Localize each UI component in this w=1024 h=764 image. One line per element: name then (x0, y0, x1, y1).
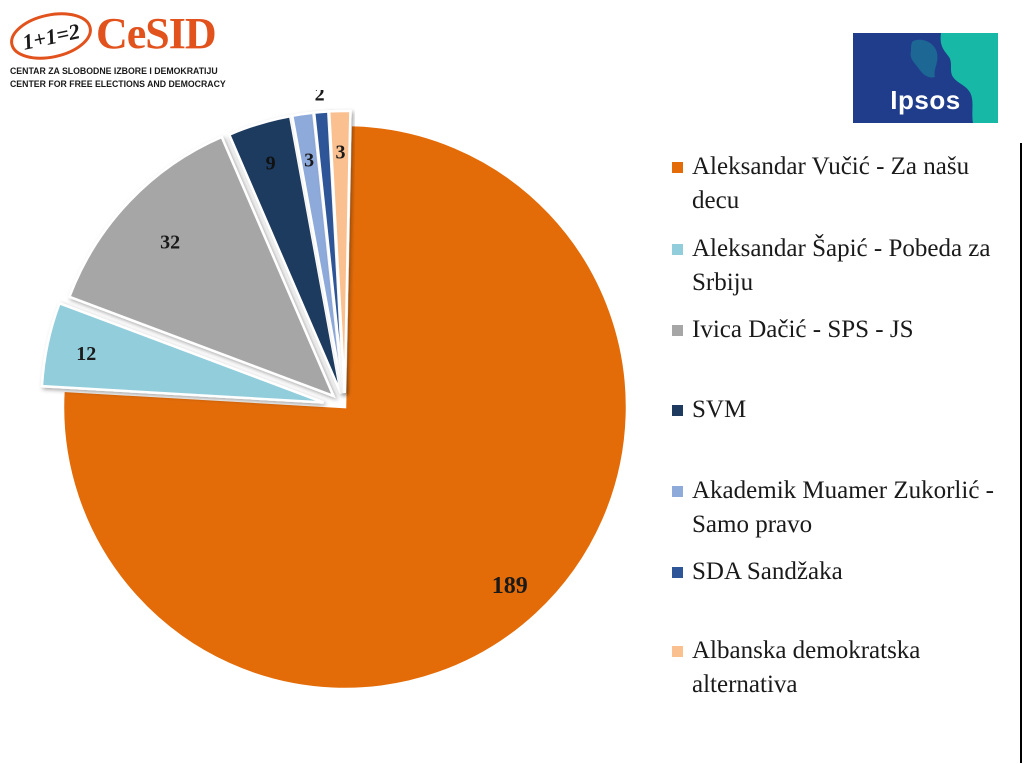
slice-value-label: 2 (315, 90, 325, 105)
slice-value-label: 12 (76, 343, 96, 365)
slice-value-label: 3 (304, 150, 314, 172)
legend-label: Aleksandar Šapić - Pobeda za Srbiju (692, 235, 991, 296)
legend-swatch (672, 244, 683, 255)
legend-label: Albanska demokratska alternativa (692, 637, 921, 698)
ipsos-logo: Ipsos (853, 33, 998, 123)
pie-slice (327, 109, 352, 394)
legend-swatch (672, 325, 683, 336)
cesid-badge-icon: 1+1=2 (10, 12, 92, 60)
cesid-logo: 1+1=2 CeSID CENTAR ZA SLOBODNE IZBORE I … (4, 6, 226, 96)
slice-value-label: 9 (266, 152, 276, 174)
legend-swatch (672, 486, 683, 497)
legend-label: SDA Sandžaka (692, 558, 843, 585)
ipsos-head-icon (910, 33, 998, 123)
cesid-subtitle-2: CENTER FOR FREE ELECTIONS AND DEMOCRACY (10, 79, 226, 90)
legend-swatch (672, 567, 683, 578)
chart-legend: Aleksandar Vučić - Za našu decu Aleksand… (668, 150, 1018, 710)
ipsos-name: Ipsos (890, 85, 961, 115)
legend-label: Aleksandar Vučić - Za našu decu (692, 153, 970, 214)
legend-swatch (672, 646, 683, 657)
legend-swatch (672, 405, 683, 416)
slice-value-label: 32 (160, 231, 180, 253)
cesid-name: CeSID (96, 9, 217, 58)
pie-slice (40, 301, 324, 404)
pie-slice (67, 135, 336, 399)
legend-label: Akademik Muamer Zukorlić - Samo pravo (692, 477, 994, 538)
pie-slice (227, 114, 343, 395)
cesid-subtitle-1: CENTAR ZA SLOBODNE IZBORE I DEMOKRATIJU (10, 66, 218, 77)
legend-swatch (672, 162, 683, 173)
legend-label: Ivica Dačić - SPS - JS (692, 316, 914, 343)
pie-slice (61, 123, 629, 691)
legend-label: SVM (692, 396, 747, 423)
right-border-line (1020, 143, 1022, 763)
slice-value-label: 189 (492, 573, 528, 599)
slice-value-label: 3 (335, 142, 345, 164)
